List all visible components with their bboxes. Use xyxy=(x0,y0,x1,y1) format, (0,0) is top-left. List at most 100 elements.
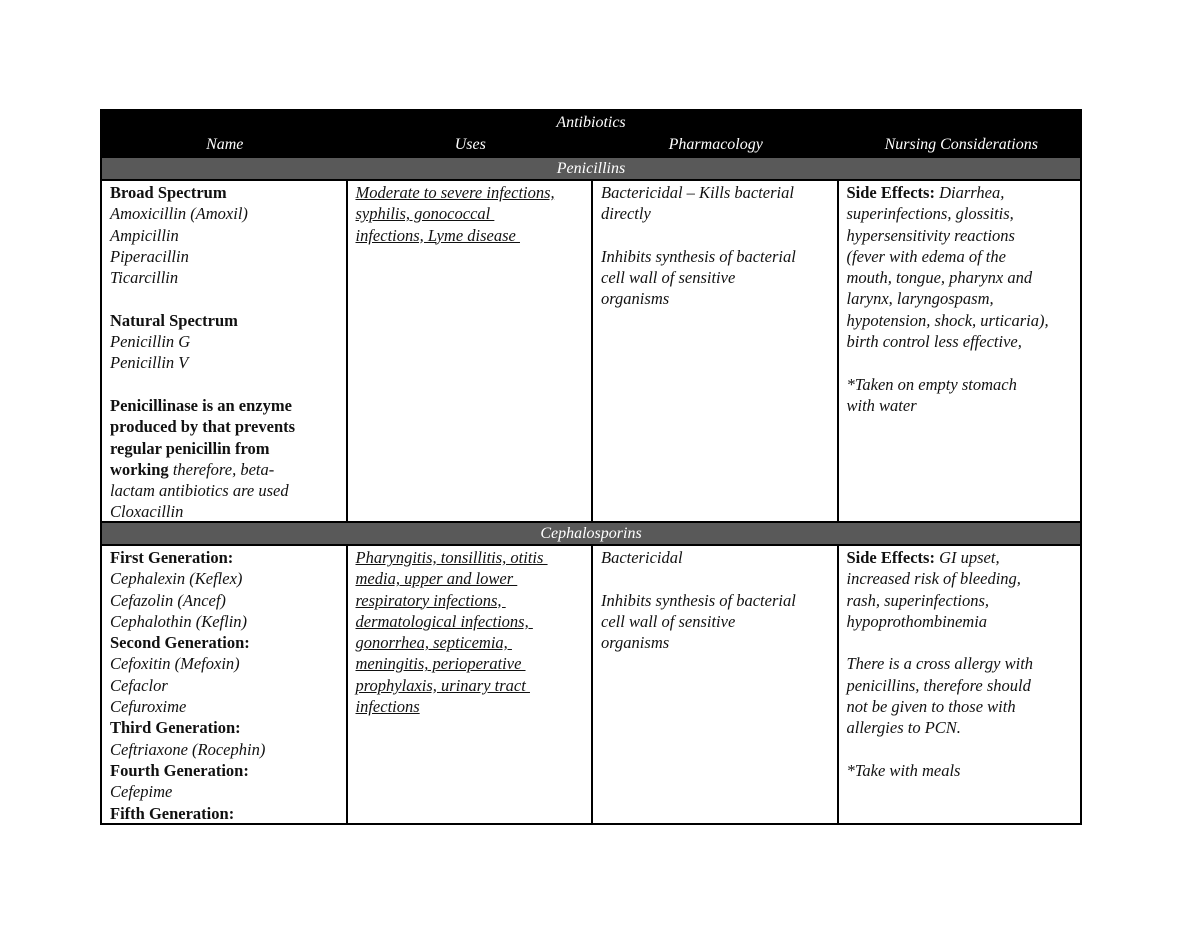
italic-text: *Take with meals xyxy=(846,760,961,780)
text-line: Broad Spectrum xyxy=(110,182,338,203)
italic-text: birth control less effective, xyxy=(846,332,1022,352)
italic-text: Bactericidal – Kills bacterial xyxy=(601,183,794,202)
bold-text: produced by that prevents xyxy=(110,417,296,437)
text-line: Cephalothin (Keflin) xyxy=(110,611,338,632)
italic-text: Piperacillin xyxy=(110,246,189,266)
text-line: Bactericidal – Kills bacterial xyxy=(601,182,829,203)
uses-cell: Pharyngitis, tonsillitis, otitis media, … xyxy=(348,546,593,823)
text-line xyxy=(601,568,829,589)
italic-text: cell wall of sensitive xyxy=(601,611,736,631)
text-line: Cefoxitin (Mefoxin) xyxy=(110,653,338,674)
italic-text: infections xyxy=(355,697,420,717)
bold-text: Broad Spectrum xyxy=(110,183,227,202)
text-line: birth control less effective, xyxy=(847,331,1077,352)
italic-text: Ceftriaxone (Rocephin) xyxy=(110,739,266,759)
italic-text: Bactericidal xyxy=(601,548,683,567)
text-line: Cefepime xyxy=(110,781,338,802)
table-title: Antibiotics xyxy=(556,114,626,131)
text-line: *Take with meals xyxy=(847,760,1077,781)
italic-text: hypersensitivity reactions xyxy=(846,225,1015,245)
section-header-cephalosporins: Cephalosporins xyxy=(102,521,1080,546)
text-line: infections xyxy=(356,696,584,717)
italic-text: directly xyxy=(601,204,651,224)
italic-text: allergies to PCN. xyxy=(846,718,961,738)
italic-text: Cefuroxime xyxy=(110,697,187,717)
text-line: gonorrhea, septicemia, xyxy=(356,632,584,653)
italic-text: hypotension, shock, urticaria), xyxy=(846,310,1049,330)
italic-text: Cefepime xyxy=(110,782,173,802)
italic-text: therefore, beta- xyxy=(168,459,275,479)
text-line: hypotension, shock, urticaria), xyxy=(847,310,1077,331)
text-line: not be given to those with xyxy=(847,696,1077,717)
italic-text: mouth, tongue, pharynx and xyxy=(846,268,1033,288)
text-line: directly xyxy=(601,203,829,224)
italic-text: syphilis, gonococcal xyxy=(355,204,495,224)
italic-text: Penicillin V xyxy=(110,353,189,373)
italic-text: dermatological infections, xyxy=(355,611,533,631)
italic-text: *Taken on empty stomach xyxy=(846,374,1017,394)
italic-text: Cloxacillin xyxy=(110,502,184,522)
italic-text: rash, superinfections, xyxy=(846,590,990,610)
italic-text: Ampicillin xyxy=(110,225,179,245)
text-line xyxy=(601,225,829,246)
text-line: organisms xyxy=(601,632,829,653)
text-line: Cephalexin (Keflex) xyxy=(110,568,338,589)
table-row: Broad Spectrum Amoxicillin (Amoxil) Ampici… xyxy=(102,181,1080,521)
pharmacology-cell: Bactericidal Inhibits synthesis of bacter… xyxy=(593,546,839,823)
bold-text: regular penicillin from xyxy=(110,438,270,458)
text-line: rash, superinfections, xyxy=(847,590,1077,611)
text-line: syphilis, gonococcal xyxy=(356,203,584,224)
text-line xyxy=(847,632,1077,653)
italic-text: organisms xyxy=(601,289,670,309)
text-line: Fifth Generation: xyxy=(110,803,338,824)
text-line: produced by that prevents xyxy=(110,416,338,437)
bold-text: working xyxy=(110,459,169,479)
text-line: Side Effects: Diarrhea, xyxy=(847,182,1077,203)
bold-text: Penicillinase is an enzyme xyxy=(110,395,292,415)
bold-text: Fourth Generation: xyxy=(110,760,249,780)
text-line: Inhibits synthesis of bacterial xyxy=(601,246,829,267)
italic-text: (fever with edema of the xyxy=(846,246,1006,266)
column-header-pharmacology: Pharmacology xyxy=(668,136,763,153)
text-line: Third Generation: xyxy=(110,717,338,738)
italic-text: Diarrhea, xyxy=(934,183,1005,202)
italic-text: Penicillin G xyxy=(110,332,191,352)
italic-text: increased risk of bleeding, xyxy=(846,569,1021,589)
text-line: mouth, tongue, pharynx and xyxy=(847,267,1077,288)
text-line: Cloxacillin xyxy=(110,501,338,522)
column-header-nursing-considerations: Nursing Considerations xyxy=(884,136,1038,153)
italic-text: meningitis, perioperative xyxy=(355,654,526,674)
text-line: First Generation: xyxy=(110,547,338,568)
text-line: hypoprothombinemia xyxy=(847,611,1077,632)
text-line xyxy=(110,288,338,309)
bold-text: Natural Spectrum xyxy=(110,310,238,330)
italic-text: gonorrhea, septicemia, xyxy=(355,633,512,653)
pharmacology-cell: Bactericidal – Kills bacterial directly In… xyxy=(593,181,839,521)
text-line: Cefuroxime xyxy=(110,696,338,717)
text-line: Pharyngitis, tonsillitis, otitis xyxy=(356,547,584,568)
text-line: cell wall of sensitive xyxy=(601,611,829,632)
text-line: larynx, laryngospasm, xyxy=(847,288,1077,309)
text-line xyxy=(847,352,1077,373)
italic-text: larynx, laryngospasm, xyxy=(846,289,994,309)
text-line: Ticarcillin xyxy=(110,267,338,288)
text-line: (fever with edema of the xyxy=(847,246,1077,267)
text-line: prophylaxis, urinary tract xyxy=(356,675,584,696)
text-line xyxy=(847,739,1077,760)
text-line: regular penicillin from xyxy=(110,438,338,459)
name-cell: Broad Spectrum Amoxicillin (Amoxil) Ampici… xyxy=(102,181,348,521)
text-line: Moderate to severe infections, xyxy=(356,182,584,203)
italic-text: prophylaxis, urinary tract xyxy=(355,675,530,695)
text-line: There is a cross allergy with xyxy=(847,653,1077,674)
nursing-considerations-cell: Side Effects: GI upset, increased risk of… xyxy=(839,546,1085,823)
column-header-uses: Uses xyxy=(454,136,486,153)
text-line: superinfections, glossitis, xyxy=(847,203,1077,224)
text-line: meningitis, perioperative xyxy=(356,653,584,674)
text-line: infections, Lyme disease xyxy=(356,225,584,246)
italic-text: cell wall of sensitive xyxy=(601,268,736,288)
italic-text: Pharyngitis, tonsillitis, otitis xyxy=(355,548,548,567)
italic-text: media, upper and lower xyxy=(355,569,518,589)
text-line: *Taken on empty stomach xyxy=(847,374,1077,395)
italic-text: Cefazolin (Ancef) xyxy=(110,590,226,610)
bold-text: Second Generation: xyxy=(110,633,250,653)
